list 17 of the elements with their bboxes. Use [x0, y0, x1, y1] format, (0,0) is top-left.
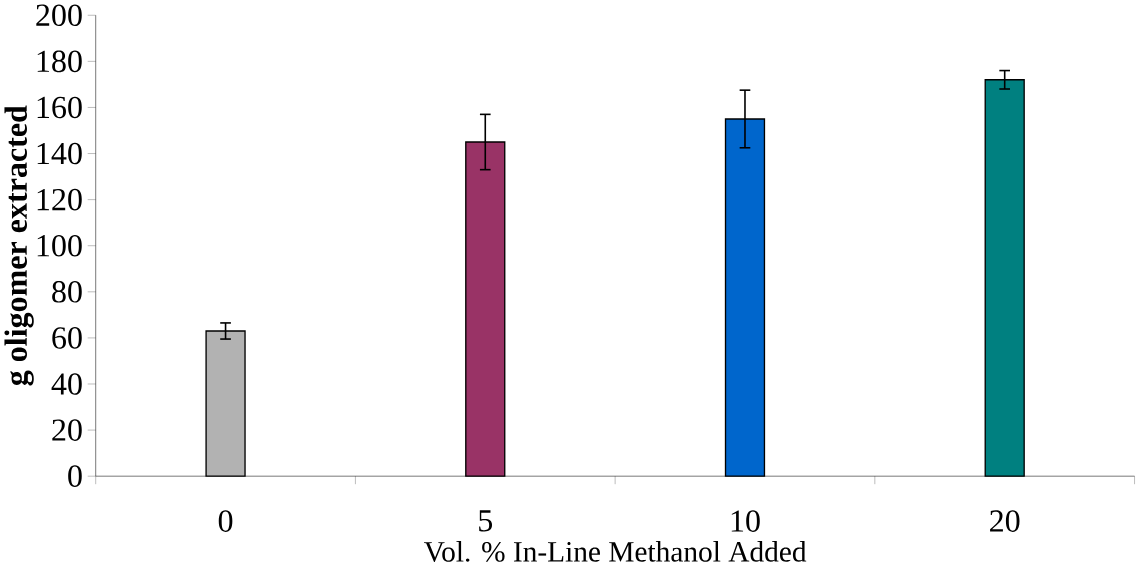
- y-tick-label: 40: [51, 373, 82, 395]
- y-tick-label: 80: [52, 280, 82, 303]
- y-tick-label: 180: [37, 50, 82, 73]
- y-tick-label: 100: [37, 234, 82, 257]
- x-tick-label: 20: [990, 510, 1020, 532]
- y-tick-label: 60: [52, 326, 82, 349]
- y-tick-label: 0: [68, 465, 82, 487]
- y-axis-title: g oligomer extracted: [4, 105, 34, 386]
- x-tick-label: 10: [731, 510, 760, 532]
- x-tick-label: 5: [479, 510, 493, 532]
- y-tick-label: 200: [36, 4, 82, 26]
- y-tick-label: 120: [37, 188, 82, 211]
- y-tick-label: 160: [37, 96, 82, 119]
- x-tick-label: 0: [218, 510, 233, 532]
- x-axis-title: Vol. % In-Line Methanol Added: [424, 540, 807, 562]
- y-tick-label: 140: [37, 142, 82, 165]
- y-tick-label: 20: [52, 419, 82, 441]
